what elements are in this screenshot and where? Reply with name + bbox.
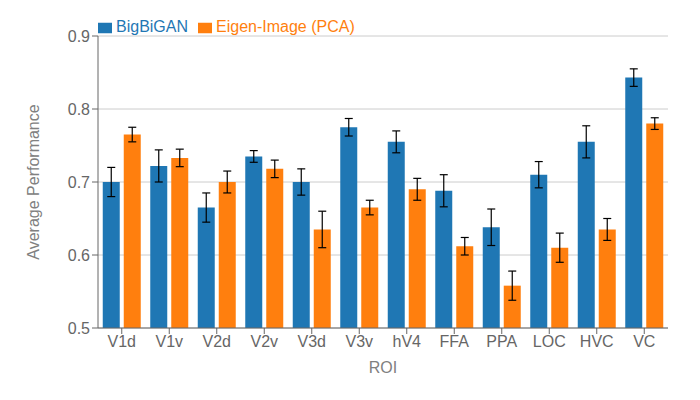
svg-text:VC: VC [633,333,655,350]
svg-text:0.5: 0.5 [68,320,90,337]
svg-text:V1d: V1d [108,333,136,350]
svg-text:V2d: V2d [203,333,231,350]
html-text:Eigen-Image (PCA): Eigen-Image (PCA) [216,18,355,35]
svg-text:hV4: hV4 [393,333,422,350]
html-text:BigBiGAN: BigBiGAN [116,18,188,35]
svg-text:HVC: HVC [580,333,614,350]
svg-text:ROI: ROI [369,359,397,376]
svg-text:FFA: FFA [440,333,470,350]
svg-text:0.8: 0.8 [68,101,90,118]
svg-text:V1v: V1v [155,333,183,350]
svg-text:Average Performance: Average Performance [25,104,42,259]
svg-text:LOC: LOC [533,333,566,350]
svg-text:0.7: 0.7 [68,174,90,191]
svg-text:0.9: 0.9 [68,28,90,45]
svg-text:V3v: V3v [345,333,373,350]
svg-text:V2v: V2v [250,333,278,350]
svg-text:PPA: PPA [486,333,517,350]
svg-text:V3d: V3d [298,333,326,350]
svg-text:0.6: 0.6 [68,247,90,264]
